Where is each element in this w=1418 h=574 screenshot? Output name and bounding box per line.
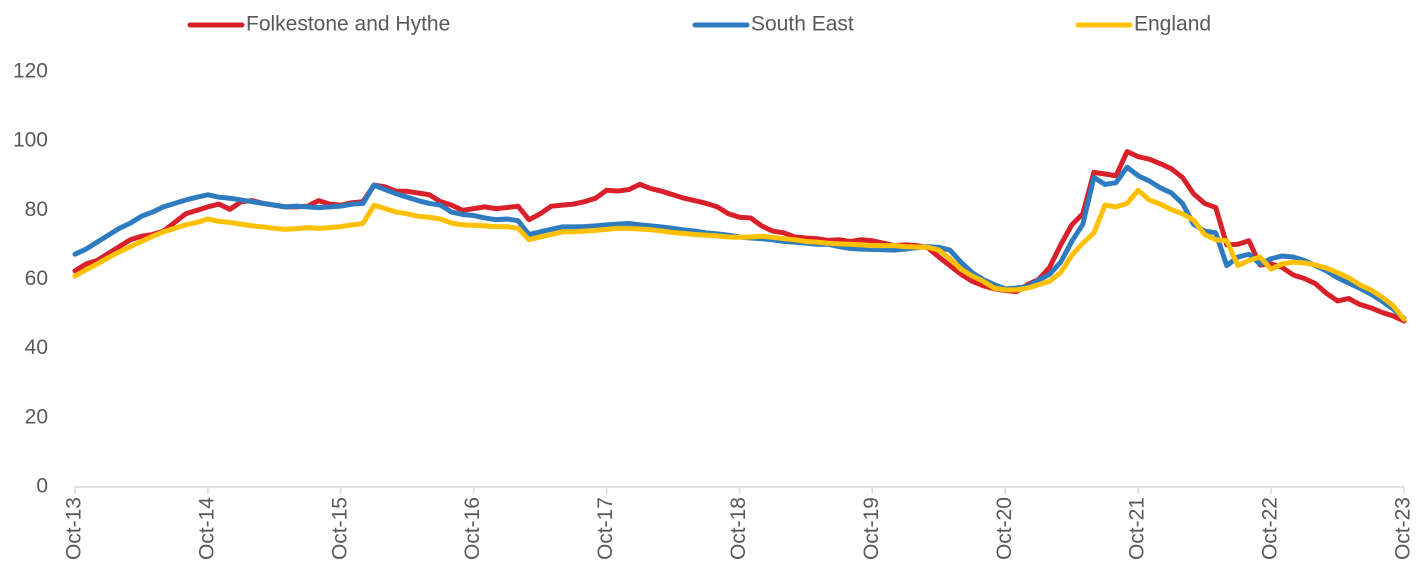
y-tick-label: 80 — [25, 198, 48, 221]
x-tick-label: Oct-18 — [727, 497, 750, 560]
x-tick-label: Oct-21 — [1126, 497, 1149, 560]
y-tick-label: 0 — [36, 475, 48, 498]
x-tick-label: Oct-23 — [1392, 497, 1415, 560]
x-tick-label: Oct-22 — [1259, 497, 1282, 560]
y-tick-label: 40 — [25, 336, 48, 359]
y-tick-label: 100 — [13, 129, 48, 152]
y-tick-label: 60 — [25, 267, 48, 290]
x-tick-label: Oct-20 — [993, 497, 1016, 560]
legend-label: England — [1134, 13, 1211, 36]
x-tick-label: Oct-15 — [328, 497, 351, 560]
x-tick-label: Oct-19 — [860, 497, 883, 560]
x-tick-label: Oct-13 — [63, 497, 86, 560]
legend-label: Folkestone and Hythe — [246, 13, 450, 36]
x-tick-label: Oct-16 — [461, 497, 484, 560]
legend-label: South East — [751, 13, 854, 36]
y-tick-label: 20 — [25, 405, 48, 428]
series-line — [72, 187, 1407, 322]
series-line — [72, 164, 1407, 321]
x-tick-label: Oct-17 — [594, 497, 617, 560]
x-tick-label: Oct-14 — [195, 497, 218, 560]
y-tick-label: 120 — [13, 60, 48, 83]
